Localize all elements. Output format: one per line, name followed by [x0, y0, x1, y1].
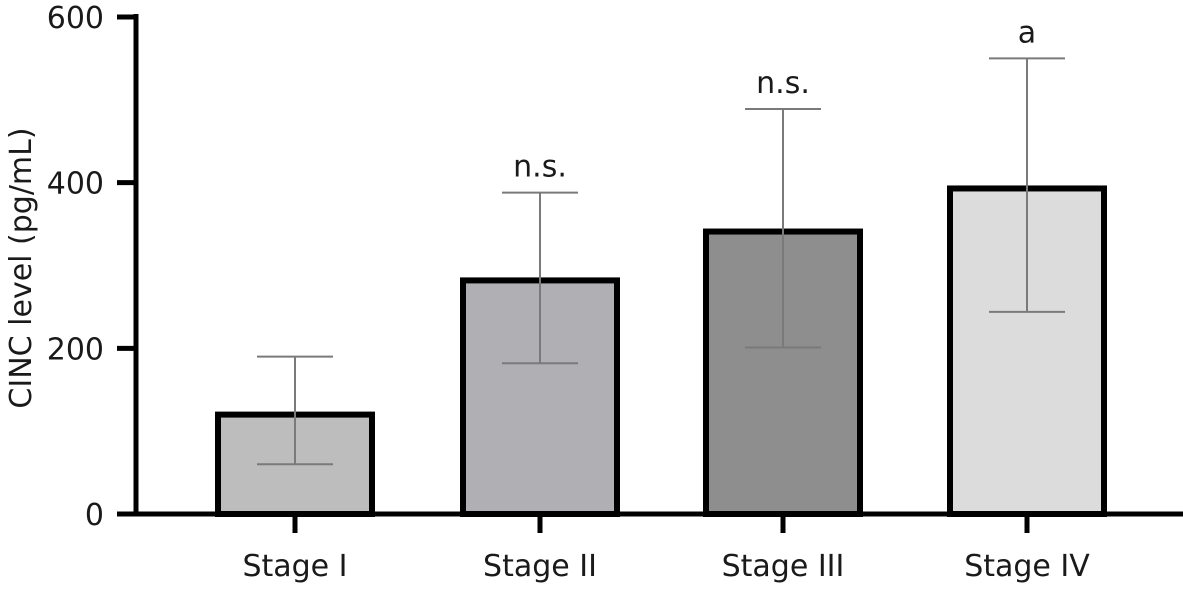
errorbar-4 [989, 57, 1065, 313]
errorbar-3 [745, 107, 821, 349]
significance-label-2: n.s. [513, 150, 567, 185]
errorbar-2 [502, 191, 578, 365]
x-tick-label-3: Stage III [722, 549, 845, 584]
errorbars-group [257, 57, 1065, 466]
y-tick-label-0: 0 [85, 498, 104, 533]
x-tick-label-2: Stage II [483, 549, 597, 584]
y-tick-label-400: 400 [47, 167, 104, 202]
labels-group: 0 200 400 600 Stage I Stage II Stage III Stage … [47, 1, 1091, 584]
y-tick-label-200: 200 [47, 332, 104, 367]
significance-label-3: n.s. [756, 66, 810, 101]
bars-group [215, 185, 1107, 518]
axes-group [117, 14, 1183, 533]
y-axis-label: CINC level (pg/mL) [4, 127, 39, 408]
y-tick-label-600: 600 [47, 1, 104, 36]
errorbar-1 [257, 355, 333, 466]
bar-4 [947, 185, 1107, 517]
x-tick-label-1: Stage I [242, 549, 347, 584]
x-tick-label-4: Stage IV [964, 549, 1090, 584]
significance-label-4: a [1018, 15, 1036, 50]
